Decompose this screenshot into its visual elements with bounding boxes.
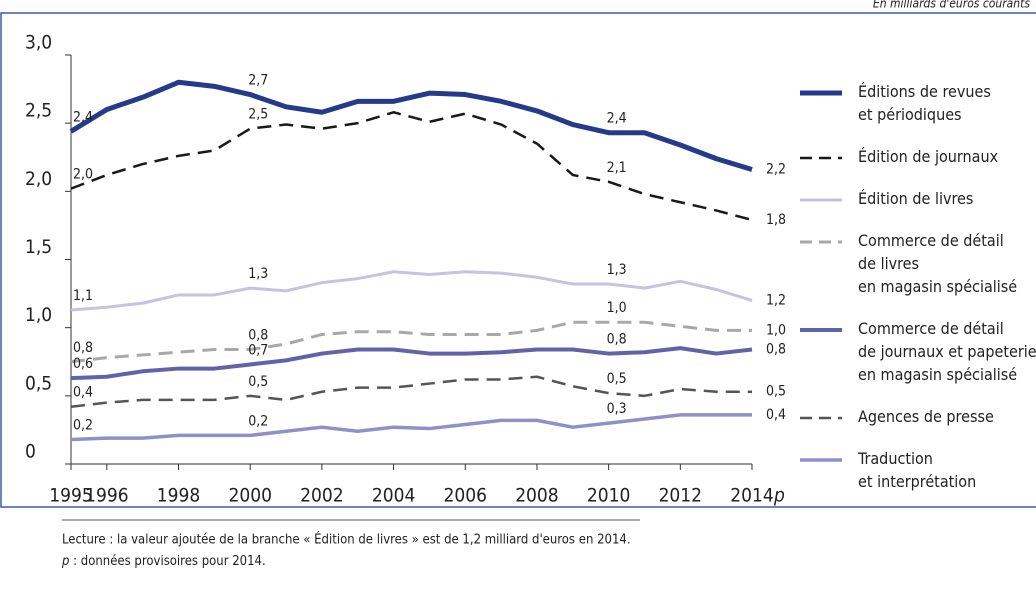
x-tick-label: 2000 [228, 485, 272, 507]
value-label: 0,6 [73, 356, 93, 372]
series-line [70, 270, 753, 312]
y-tick-label: 0,5 [25, 372, 52, 394]
x-tick-label: 2004 [372, 485, 416, 507]
x-tick-label: 1998 [157, 485, 201, 507]
x-tick-label: 2008 [515, 485, 559, 507]
value-label: 1,2 [766, 292, 786, 308]
value-label: 2,5 [248, 107, 268, 123]
value-label: 0,7 [248, 342, 268, 358]
y-tick-label: 1,5 [25, 236, 52, 258]
x-tick-label: 1996 [85, 485, 129, 507]
y-tick-label: 0 [25, 441, 36, 463]
value-label: 0,8 [248, 327, 268, 343]
legend-label: Traduction et interprétation [857, 449, 976, 491]
y-tick-label: 1,0 [25, 304, 52, 326]
value-label: 0,8 [766, 341, 786, 357]
value-label: 0,5 [766, 384, 786, 400]
y-tick-label: 2,5 [25, 100, 52, 122]
value-label: 0,8 [73, 340, 93, 356]
x-tick-label: 2012 [659, 485, 703, 507]
value-label: 0,5 [607, 371, 627, 387]
value-label: 2,1 [607, 160, 627, 176]
x-tick-label: 2006 [444, 485, 488, 507]
value-label: 0,4 [73, 385, 93, 401]
x-provisional-marker: p [773, 485, 785, 507]
legend-label: Éditions de revues et périodiques [858, 82, 991, 124]
value-label: 1,0 [766, 322, 786, 338]
footnote-symbol: p [61, 554, 69, 569]
value-label: 1,3 [248, 266, 268, 282]
x-tick-label: 1995 [49, 485, 93, 507]
series-line [70, 413, 752, 442]
frame [0, 12, 1036, 508]
subtitle: En milliards d'euros courants [873, 0, 1030, 11]
value-label: 0,4 [766, 407, 786, 423]
series-line [70, 111, 753, 222]
legend-label: Agences de presse [858, 407, 994, 426]
value-label: 2,7 [248, 73, 268, 89]
x-tick-label: 2014 [730, 485, 774, 507]
series-line [70, 375, 752, 408]
value-label: 2,4 [607, 111, 627, 127]
value-label: 1,1 [73, 288, 93, 304]
y-tick-label: 3,0 [25, 32, 52, 54]
legend-label: Édition de journaux [858, 147, 999, 166]
value-label: 2,0 [73, 167, 93, 183]
legend-label: Commerce de détail de livres en magasin sp… [858, 231, 1017, 296]
value-label: 0,3 [607, 401, 627, 417]
reading-note: Lecture : la valeur ajoutée de la branch… [62, 532, 631, 548]
value-label: 1,3 [607, 262, 627, 278]
series-line [70, 346, 753, 381]
legend-label: Commerce de détail de journaux et papeter… [858, 319, 1036, 384]
x-tick-label: 2002 [300, 485, 344, 507]
value-label: 0,2 [248, 413, 268, 429]
x-tick-label: 2010 [587, 485, 631, 507]
value-label: 1,8 [766, 212, 786, 228]
series-line [69, 79, 753, 172]
value-label: 0,2 [73, 417, 93, 433]
value-label: 1,0 [607, 300, 627, 316]
value-label: 2,4 [73, 109, 93, 125]
footnote-text: : données provisoires pour 2014. [69, 554, 265, 569]
legend-label: Édition de livres [858, 189, 973, 208]
value-label: 0,8 [607, 332, 627, 348]
value-label: 2,2 [766, 162, 786, 178]
series-line [70, 320, 752, 364]
footnote: p : données provisoires pour 2014. [61, 554, 266, 569]
y-tick-label: 2,0 [25, 168, 52, 190]
value-label: 0,5 [248, 374, 268, 390]
